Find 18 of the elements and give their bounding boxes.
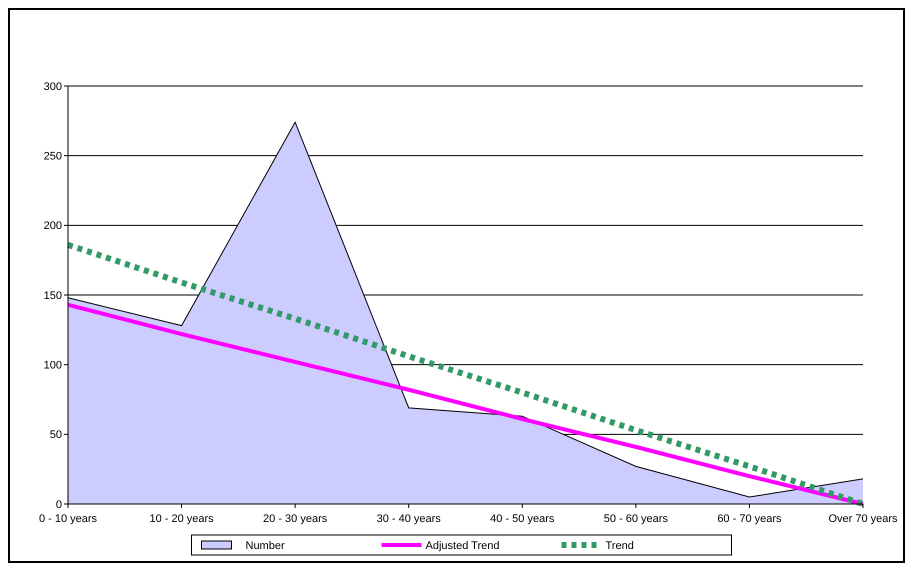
- legend-label: Trend: [606, 540, 634, 552]
- x-tick-label: 10 - 20 years: [149, 513, 214, 525]
- y-tick-label: 300: [44, 80, 62, 93]
- x-tick-label: 0 - 10 years: [38, 513, 98, 525]
- y-tick-label: 200: [44, 220, 62, 232]
- x-tick-label: 50 - 60 years: [604, 513, 668, 525]
- x-tick-label: 30 - 40 years: [376, 513, 442, 525]
- x-tick-label: 60 - 70 years: [717, 513, 782, 525]
- legend-label: Number: [246, 540, 285, 552]
- y-tick-label: 150: [44, 290, 62, 302]
- x-tick-label: Over 70 years: [828, 513, 898, 525]
- y-tick-label: 250: [44, 150, 62, 163]
- x-tick-label: 40 - 50 years: [490, 513, 555, 525]
- x-tick-label: 20 - 30 years: [263, 513, 328, 525]
- y-tick-label: 100: [44, 360, 62, 372]
- legend-label: Adjusted Trend: [426, 540, 500, 552]
- y-tick-label: 50: [50, 429, 62, 442]
- y-tick-label: 0: [56, 498, 62, 511]
